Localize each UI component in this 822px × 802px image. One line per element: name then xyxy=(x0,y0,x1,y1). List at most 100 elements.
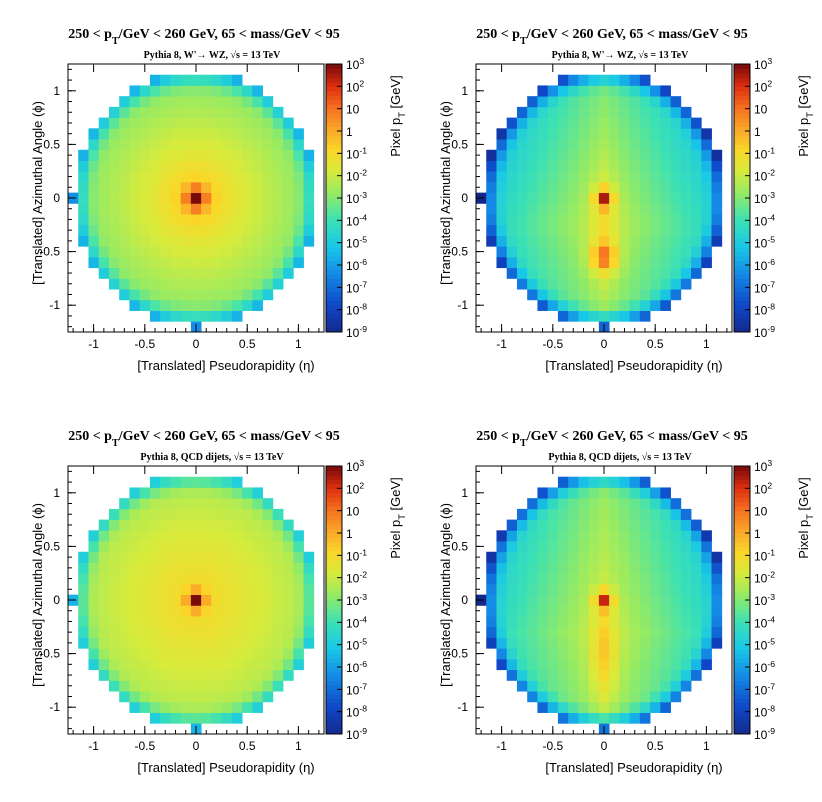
heatmap-cell xyxy=(190,648,202,660)
heatmap-cell xyxy=(129,128,141,140)
heatmap-cell xyxy=(139,508,151,520)
heatmap-cell xyxy=(629,541,641,553)
heatmap-cell xyxy=(568,267,579,279)
heatmap-cell xyxy=(272,626,284,638)
heatmap-cell xyxy=(660,605,671,617)
heatmap-cell xyxy=(670,669,682,681)
heatmap-cell xyxy=(506,171,518,183)
heatmap-cell xyxy=(119,551,130,563)
heatmap-cell xyxy=(496,573,508,585)
heatmap-cell xyxy=(619,128,630,140)
heatmap-cell xyxy=(303,637,315,649)
heatmap-cell xyxy=(516,246,528,258)
heatmap-cell xyxy=(139,289,151,301)
heatmap-cell xyxy=(588,203,600,215)
heatmap-cell xyxy=(527,508,538,520)
heatmap-cell xyxy=(506,181,518,194)
heatmap-cell xyxy=(670,106,682,118)
heatmap-cell xyxy=(160,74,171,86)
heatmap-cell xyxy=(98,128,110,140)
color-bar-segment xyxy=(734,77,750,83)
heatmap-cell xyxy=(78,181,89,194)
heatmap-cell xyxy=(149,192,161,204)
heatmap-cell xyxy=(619,562,630,574)
heatmap-cell xyxy=(119,246,130,258)
heatmap-cell xyxy=(537,626,549,638)
heatmap-cell xyxy=(537,573,549,585)
color-bar-segment xyxy=(326,108,342,114)
color-bar-tick-label: 10-8 xyxy=(346,302,367,318)
heatmap-cell xyxy=(691,594,702,606)
color-bar-tick-label: 10-2 xyxy=(346,168,367,184)
heatmap-cell xyxy=(149,691,161,703)
heatmap-cell xyxy=(701,648,712,660)
heatmap-cell xyxy=(547,106,559,118)
heatmap-cell xyxy=(129,203,141,215)
heatmap-cell xyxy=(221,626,233,638)
heatmap-cell xyxy=(557,267,569,279)
heatmap-cell xyxy=(170,508,182,520)
chart-subtitle: Pythia 8, QCD dijets, √s = 13 TeV xyxy=(548,452,692,463)
color-bar-segment xyxy=(734,497,750,503)
color-bar-segment xyxy=(326,725,342,731)
heatmap-cell xyxy=(98,181,110,194)
heatmap-cell xyxy=(190,498,202,510)
color-bar-segment xyxy=(734,184,750,190)
heatmap-cell xyxy=(119,117,130,129)
heatmap-cell xyxy=(180,85,192,97)
heatmap-cell xyxy=(691,648,702,660)
heatmap-cell xyxy=(160,289,171,301)
heatmap-cell xyxy=(486,203,497,215)
heatmap-cell xyxy=(537,680,549,692)
heatmap-cell xyxy=(527,289,538,301)
heatmap-cell xyxy=(639,583,651,596)
heatmap-cell xyxy=(588,224,600,236)
heatmap-cell xyxy=(506,605,518,617)
heatmap-cell xyxy=(129,487,141,499)
heatmap-cell xyxy=(160,149,171,161)
heatmap-cell xyxy=(578,562,590,574)
heatmap-cell xyxy=(691,235,702,247)
heatmap-cell xyxy=(190,235,202,247)
heatmap-cell xyxy=(231,310,243,322)
heatmap-cell xyxy=(293,594,304,606)
heatmap-cell xyxy=(506,648,518,660)
heatmap-cell xyxy=(242,519,253,531)
heatmap-cell xyxy=(670,246,682,258)
heatmap-cell xyxy=(660,267,671,279)
heatmap-cell xyxy=(108,637,120,649)
heatmap-cell xyxy=(557,658,569,671)
heatmap-cell xyxy=(568,712,579,724)
heatmap-cell xyxy=(231,508,243,520)
heatmap-cell xyxy=(88,583,100,596)
color-bar-segment xyxy=(734,296,750,302)
heatmap-cell xyxy=(160,96,171,108)
heatmap-cell xyxy=(129,106,141,118)
heatmap-cell xyxy=(108,267,120,279)
heatmap-cell xyxy=(190,701,202,713)
color-bar: 10-910-810-710-610-510-410-310-210-11101… xyxy=(733,458,775,742)
heatmap-cell xyxy=(211,701,222,713)
heatmap-cell xyxy=(691,551,702,563)
heatmap-cell xyxy=(619,583,630,596)
color-bar-segment xyxy=(326,591,342,597)
heatmap-cell xyxy=(160,192,171,204)
color-bar-segment xyxy=(326,613,342,619)
heatmap-cell xyxy=(711,224,723,236)
heatmap-cell xyxy=(119,508,130,520)
heatmap-cell xyxy=(139,139,151,151)
heatmap-cell xyxy=(670,289,682,301)
heatmap-cell xyxy=(691,171,702,183)
color-bar-tick-label: 10-7 xyxy=(346,681,367,697)
heatmap-cell xyxy=(190,712,202,724)
heatmap-cell xyxy=(537,605,549,617)
heatmap-cell xyxy=(547,594,559,606)
color-bar-segment xyxy=(326,483,342,489)
heatmap-cell xyxy=(568,299,579,311)
heatmap-cell xyxy=(139,299,151,311)
heatmap-cell xyxy=(221,530,233,542)
heatmap-cell xyxy=(262,541,274,553)
heatmap-cell xyxy=(139,541,151,553)
heatmap-cell xyxy=(691,658,702,671)
heatmap-cell xyxy=(252,680,263,692)
